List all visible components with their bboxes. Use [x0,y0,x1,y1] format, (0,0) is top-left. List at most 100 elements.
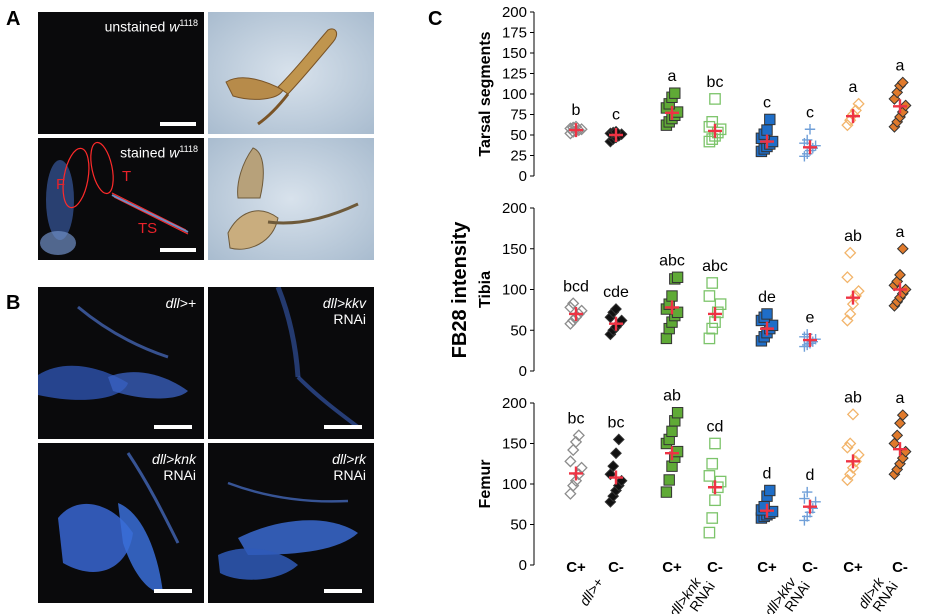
tibia-region-label: T [122,168,132,185]
data-point [841,441,854,454]
y-tick-label: 100 [502,86,527,103]
mean-marker [708,480,722,495]
significance-letter: de [758,289,776,306]
mean-marker [665,446,679,461]
mean-marker [665,105,679,120]
significance-letter: ab [844,389,862,406]
data-point [612,433,625,446]
condition-label: C- [892,559,908,576]
scale-bar [324,425,362,429]
significance-letter: a [668,68,677,85]
data-point [764,113,776,126]
data-point [891,429,904,442]
data-point [671,271,684,283]
data-point [799,493,810,504]
micrograph-b-dll-control: dll>+ [38,287,204,439]
data-point [802,486,813,498]
data-point [802,134,813,146]
leg-fluorescence-drawing [40,141,189,255]
data-point [709,93,721,105]
micrograph-b-dll-kkv: dll>kkv RNAi [208,287,374,439]
data-point [610,303,622,315]
mean-marker [760,503,774,518]
femur-region-label: F [56,176,66,193]
significance-letter: c [612,107,620,124]
significance-letter: ab [844,228,862,245]
micrograph-label: unstained w1118 [104,18,198,35]
y-tick-label: 0 [519,168,527,185]
y-tick-label: 150 [502,241,527,258]
data-point [706,322,719,335]
data-point [703,526,716,539]
group-label: dll>+ [576,575,607,609]
data-point [844,307,857,321]
significance-letter: a [896,390,905,407]
tarsal-region-label: TS [138,220,158,237]
mean-marker [708,123,722,138]
y-tick-label: 25 [510,148,527,165]
mean-marker [846,454,860,469]
mean-marker [893,282,907,297]
leg-fluorescence-drawing [38,305,188,400]
data-point [567,297,580,310]
condition-label: C- [707,559,723,576]
significance-letter: bc [568,410,585,427]
condition-label: C- [802,559,818,576]
y-tick-label: 0 [519,557,527,574]
condition-label: C+ [757,559,777,576]
mean-marker [803,333,817,348]
y-tick-label: 200 [502,4,527,21]
data-point [607,460,620,473]
data-point [564,455,577,468]
data-point [799,151,810,162]
mean-marker [803,499,817,514]
data-point [761,308,773,320]
mean-marker [665,300,679,315]
mean-marker [609,316,623,331]
significance-letter: e [806,309,815,326]
y-tick-label: 100 [502,476,527,493]
mean-marker [569,123,583,138]
mean-marker [609,128,623,142]
data-point [666,425,678,438]
micrograph-b-dll-rk: dll>rk RNAi [208,443,374,603]
y-tick-label: 150 [502,436,527,453]
data-point [703,332,716,345]
data-point [567,443,580,457]
data-point [572,429,585,442]
y-tick-label: 50 [510,322,527,339]
significance-letter: c [763,94,771,111]
data-point [810,140,821,151]
significance-letter: bcd [563,278,589,295]
micrograph-a-stained-brightfield [208,138,374,260]
data-point [841,271,854,284]
data-point [575,304,588,317]
data-point [706,512,719,524]
y-tick-label: 50 [510,517,527,534]
micrograph-a-stained-fluorescence: stained w1118 F T TS [38,138,204,260]
mean-marker [893,99,907,114]
data-point [660,332,673,345]
micrograph-a-unstained-fluorescence: unstained w1118 [38,12,204,134]
data-point [841,119,854,132]
data-point [714,298,727,311]
leg-fluorescence-drawing [275,287,360,429]
significance-letter: cde [603,284,629,301]
scale-bar [154,589,192,593]
micrograph-label: dll>kkv RNAi [322,295,366,327]
data-point [896,409,909,422]
mean-marker [569,466,583,481]
condition-label: C+ [662,559,682,576]
y-tick-label: 200 [502,395,527,412]
scale-bar [154,425,192,429]
leg-brightfield-drawing [208,138,374,260]
significance-letter: cd [707,419,724,436]
data-point [663,474,675,486]
y-tick-label: 100 [502,282,527,299]
data-point [569,311,583,324]
significance-letter: bc [707,74,724,91]
data-point [844,437,857,450]
y-tick-label: 0 [519,363,527,380]
panel-a-letter: A [6,8,21,30]
data-point [564,122,577,135]
